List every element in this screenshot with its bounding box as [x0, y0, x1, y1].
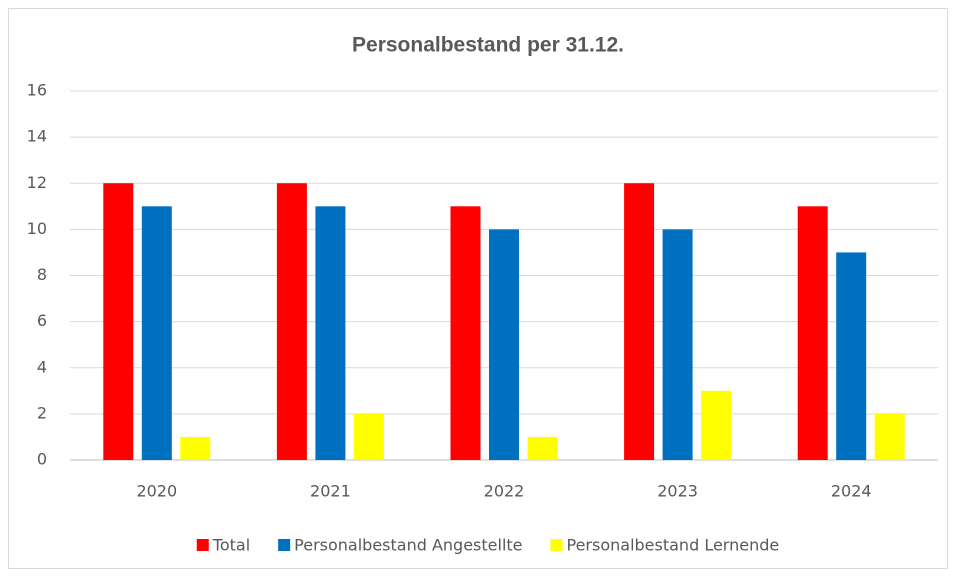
bar	[874, 413, 905, 460]
y-tick-label: 0	[37, 450, 47, 469]
bar	[489, 229, 519, 460]
y-tick-label: 4	[37, 357, 47, 376]
legend-swatch	[278, 539, 291, 551]
bar	[797, 206, 828, 460]
x-tick-label: 2023	[657, 482, 698, 501]
bar	[315, 206, 346, 460]
x-tick-label: 2020	[136, 482, 177, 501]
bar	[836, 252, 867, 460]
legend-label: Personalbestand Angestellte	[294, 536, 522, 555]
bar	[450, 206, 481, 460]
bar	[353, 413, 384, 460]
bar	[141, 206, 172, 460]
bar	[103, 183, 134, 460]
bar	[624, 183, 655, 460]
x-tick-label: 2022	[484, 482, 525, 501]
y-tick-label: 6	[37, 311, 47, 330]
y-tick-label: 16	[27, 81, 47, 100]
x-tick-label: 2021	[310, 482, 351, 501]
y-tick-label: 14	[27, 127, 47, 146]
chart-title: Personalbestand per 31.12.	[352, 34, 624, 57]
x-tick-label: 2024	[831, 482, 872, 501]
bar	[662, 229, 693, 460]
bar	[180, 436, 211, 460]
legend-label: Total	[212, 536, 250, 555]
legend-label: Personalbestand Lernende	[567, 536, 780, 555]
legend-swatch	[550, 539, 563, 551]
y-tick-label: 10	[27, 219, 47, 238]
y-tick-label: 12	[27, 173, 47, 192]
legend-swatch	[196, 539, 209, 551]
bar	[276, 183, 307, 460]
bar	[527, 436, 558, 460]
y-tick-label: 2	[37, 403, 47, 422]
y-tick-label: 8	[37, 265, 47, 284]
bar	[701, 390, 732, 460]
